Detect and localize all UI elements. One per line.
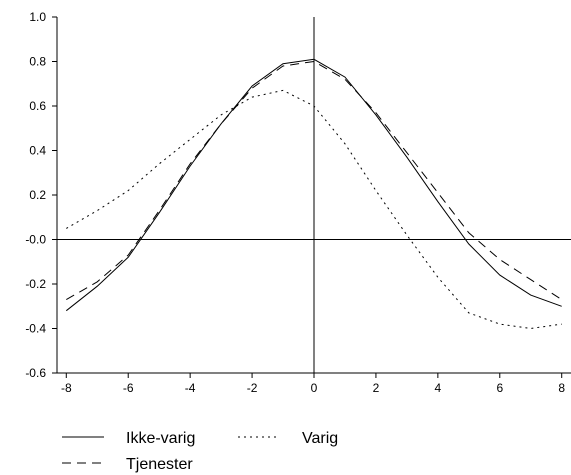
legend-label: Varig — [302, 430, 338, 447]
x-tick-label: 2 — [373, 381, 380, 395]
x-tick-label: 0 — [311, 381, 318, 395]
axes — [56, 17, 571, 374]
y-tick-label: 0.6 — [29, 99, 46, 113]
y-tick-label: -0.2 — [25, 277, 46, 291]
x-tick-label: -8 — [61, 381, 72, 395]
y-tick-label: 1.0 — [29, 10, 46, 24]
x-tick-label: -6 — [123, 381, 134, 395]
y-tick-label: 0.8 — [29, 55, 46, 69]
legend: Ikke-varig Varig Tjenester — [62, 430, 338, 473]
x-tick-label: -2 — [247, 381, 258, 395]
series-line-varig — [66, 89, 562, 330]
series-lines — [65, 58, 562, 330]
x-tick-label: -4 — [185, 381, 196, 395]
y-tick-label: 0.2 — [29, 188, 46, 202]
y-tick-label: -0.0 — [25, 233, 46, 247]
x-tick-label: 6 — [496, 381, 503, 395]
x-tick-label: 4 — [435, 381, 442, 395]
legend-label: Ikke-varig — [126, 430, 195, 447]
y-tick-label: -0.4 — [25, 322, 46, 336]
y-tick-label: -0.6 — [25, 366, 46, 380]
x-tick-label: 8 — [558, 381, 565, 395]
series-line-ikke-varig — [65, 58, 562, 312]
legend-label: Tjenester — [126, 456, 193, 473]
series-line-tjenester — [66, 60, 562, 301]
tick-labels: 1.0 0.8 0.6 0.4 0.2 -0.0 -0.2 -0.4 -0.6 -8 -6 -4 -2 0… — [25, 10, 565, 395]
y-tick-label: 0.4 — [29, 144, 46, 158]
